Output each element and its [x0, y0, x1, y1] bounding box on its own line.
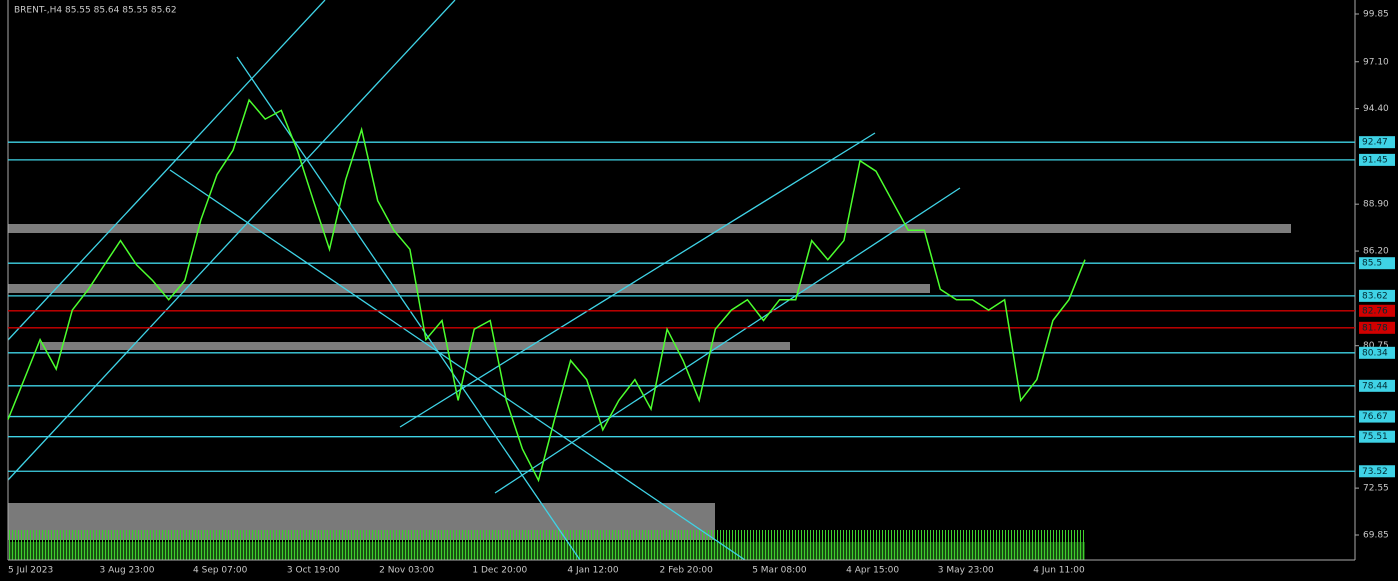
x-tick-label: 2 Nov 03:00 — [379, 566, 434, 576]
y-tick-label: 94.40 — [1363, 104, 1389, 114]
level-label: 78.44 — [1362, 381, 1388, 391]
x-tick-label: 2 Feb 20:00 — [660, 566, 714, 576]
level-tag — [1359, 321, 1395, 334]
level-label: 73.52 — [1362, 467, 1388, 477]
level-label: 76.67 — [1362, 412, 1388, 422]
level-tag — [1359, 379, 1395, 392]
x-tick-label: 3 Aug 23:00 — [100, 566, 155, 576]
x-tick-label: 4 Jan 12:00 — [567, 566, 619, 576]
y-tick-label: 72.55 — [1363, 484, 1389, 494]
volume — [8, 520, 1085, 560]
x-tick-label: 5 Mar 08:00 — [752, 566, 807, 576]
level-tag — [1359, 304, 1395, 317]
level-tag — [1359, 410, 1395, 423]
level-label: 91.45 — [1362, 155, 1388, 165]
trend-lines — [7, 0, 961, 561]
x-tick-label: 1 Dec 20:00 — [472, 566, 527, 576]
y-tick-label: 97.10 — [1363, 57, 1389, 67]
level-label: 82.76 — [1362, 306, 1388, 316]
zone — [8, 284, 930, 293]
level-tag — [1359, 346, 1395, 359]
y-tick-label: 86.20 — [1363, 247, 1389, 257]
level-label: 83.62 — [1362, 291, 1388, 301]
level-label: 92.47 — [1362, 138, 1388, 148]
level-tag — [1359, 136, 1395, 149]
x-tick-label: 3 May 23:00 — [938, 566, 994, 576]
zone — [8, 224, 1291, 233]
level-tag — [1359, 465, 1395, 478]
x-tick-label: 4 Jun 11:00 — [1033, 566, 1085, 576]
y-tick-label: 88.90 — [1363, 200, 1389, 210]
y-tick-label: 69.85 — [1363, 531, 1389, 541]
level-tag — [1359, 257, 1395, 270]
level-label: 85.5 — [1362, 259, 1382, 269]
level-tag — [1359, 430, 1395, 443]
price-line — [7, 98, 1086, 483]
level-label: 75.51 — [1362, 432, 1388, 442]
level-tag — [1359, 153, 1395, 166]
level-tag — [1359, 289, 1395, 302]
level-label: 80.34 — [1362, 348, 1388, 358]
x-tick-label: 4 Apr 15:00 — [846, 566, 899, 576]
y-tick-label: 80.75 — [1363, 341, 1389, 351]
zone — [40, 342, 790, 350]
chart-title: BRENT-,H4 85.55 85.64 85.55 85.62 — [14, 6, 177, 16]
x-tick-label: 5 Jul 2023 — [8, 566, 53, 576]
y-tick-label: 99.85 — [1363, 10, 1389, 20]
x-tick-label: 4 Sep 07:00 — [193, 566, 248, 576]
x-tick-label: 3 Oct 19:00 — [287, 566, 340, 576]
level-label: 81.78 — [1362, 323, 1388, 333]
